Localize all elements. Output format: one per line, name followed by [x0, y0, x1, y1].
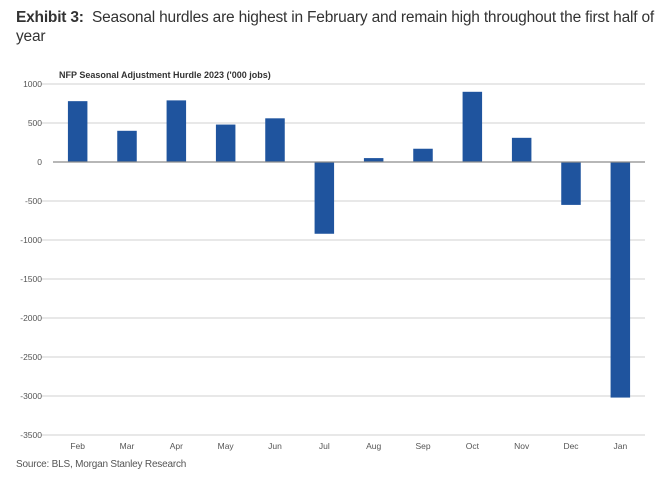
- x-category-label: Feb: [70, 441, 85, 451]
- y-tick-label: -1500: [20, 274, 42, 284]
- bar-apr: [166, 100, 187, 162]
- y-axis-tick-labels: 1000 500 0 -500 -1000 -1500 -2000 -2500 -3000 -35…: [20, 79, 42, 440]
- bar-sep: [413, 148, 433, 162]
- y-tick-label: 1000: [23, 79, 42, 89]
- bar-mar: [117, 130, 137, 162]
- x-category-label: Jul: [319, 441, 330, 451]
- x-category-label: Apr: [170, 441, 183, 451]
- x-category-label: Aug: [366, 441, 381, 451]
- bar-aug: [363, 158, 384, 162]
- y-tick-label: -1000: [20, 235, 42, 245]
- y-tick-label: -2000: [20, 313, 42, 323]
- x-category-label: Jun: [268, 441, 282, 451]
- bar-feb: [67, 101, 88, 162]
- gridlines: [41, 83, 645, 436]
- x-category-label: Mar: [120, 441, 135, 451]
- source-note: Source: BLS, Morgan Stanley Research: [16, 459, 187, 470]
- bar-dec: [561, 162, 581, 205]
- y-tick-label: -500: [25, 196, 42, 206]
- x-category-label: Oct: [466, 441, 480, 451]
- y-tick-label: -3500: [20, 430, 42, 440]
- x-category-label: Jan: [613, 441, 627, 451]
- y-tick-label: -2500: [20, 352, 42, 362]
- exhibit-title: Exhibit 3: Seasonal hurdles are highest …: [16, 8, 656, 46]
- y-tick-label: -3000: [20, 391, 42, 401]
- exhibit-label: Exhibit 3:: [16, 9, 84, 26]
- bar-jun: [265, 118, 285, 162]
- bar-nov: [511, 137, 532, 162]
- bar-may: [215, 124, 236, 162]
- x-category-label: Nov: [514, 441, 530, 451]
- x-category-label: Sep: [415, 441, 430, 451]
- bar-oct: [462, 91, 483, 162]
- exhibit-title-text: Seasonal hurdles are highest in February…: [16, 9, 655, 45]
- chart-title: NFP Seasonal Adjustment Hurdle 2023 ('00…: [59, 70, 271, 80]
- bar-jan: [610, 162, 631, 398]
- bars: [67, 91, 631, 398]
- x-category-label: Dec: [563, 441, 579, 451]
- x-axis-category-labels: Feb Mar Apr May Jun Jul Aug Sep Oct Nov Dec Jan: [70, 441, 627, 451]
- y-tick-label: 500: [28, 118, 42, 128]
- x-category-label: May: [218, 441, 235, 451]
- bar-jul: [314, 162, 335, 234]
- y-tick-label: 0: [37, 157, 42, 167]
